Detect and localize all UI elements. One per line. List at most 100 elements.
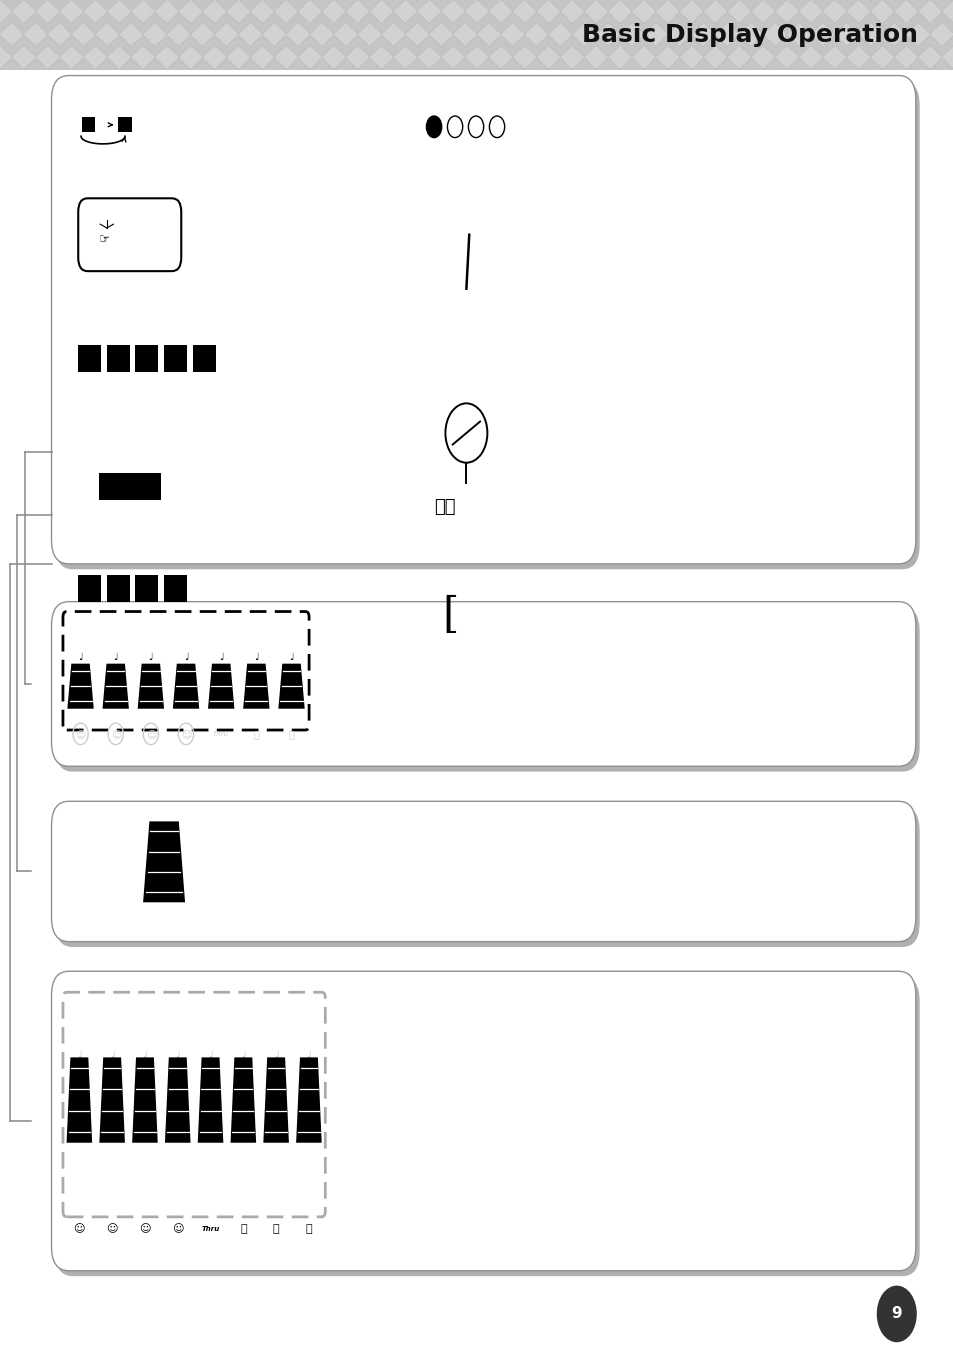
Polygon shape bbox=[941, 46, 953, 69]
Polygon shape bbox=[798, 0, 822, 23]
Polygon shape bbox=[132, 1058, 157, 1143]
Bar bbox=[164, 345, 187, 372]
FancyBboxPatch shape bbox=[51, 602, 915, 766]
Bar bbox=[82, 117, 95, 132]
Polygon shape bbox=[166, 23, 192, 46]
Polygon shape bbox=[250, 0, 274, 23]
Polygon shape bbox=[59, 46, 84, 69]
Text: ☞: ☞ bbox=[99, 233, 111, 247]
Polygon shape bbox=[99, 1058, 125, 1143]
Text: ♩: ♩ bbox=[253, 652, 258, 661]
Polygon shape bbox=[833, 23, 858, 46]
Text: ☺: ☺ bbox=[73, 1224, 85, 1234]
Polygon shape bbox=[845, 46, 870, 69]
Polygon shape bbox=[536, 46, 560, 69]
Text: ☺: ☺ bbox=[111, 728, 121, 739]
Polygon shape bbox=[536, 0, 560, 23]
Polygon shape bbox=[715, 23, 740, 46]
Circle shape bbox=[489, 116, 504, 138]
Polygon shape bbox=[178, 0, 203, 23]
Polygon shape bbox=[202, 0, 227, 23]
Polygon shape bbox=[572, 23, 597, 46]
Polygon shape bbox=[869, 0, 894, 23]
Text: ☺: ☺ bbox=[106, 1224, 118, 1234]
Polygon shape bbox=[369, 46, 394, 69]
Polygon shape bbox=[243, 664, 270, 708]
Polygon shape bbox=[429, 23, 454, 46]
Bar bbox=[135, 345, 158, 372]
Polygon shape bbox=[48, 23, 71, 46]
Polygon shape bbox=[559, 0, 584, 23]
Polygon shape bbox=[226, 0, 251, 23]
Polygon shape bbox=[464, 0, 489, 23]
Text: ☺: ☺ bbox=[181, 728, 191, 739]
Polygon shape bbox=[165, 1058, 191, 1143]
Circle shape bbox=[426, 116, 441, 138]
Polygon shape bbox=[607, 46, 632, 69]
Polygon shape bbox=[904, 23, 930, 46]
Bar bbox=[107, 345, 130, 372]
Polygon shape bbox=[274, 46, 298, 69]
Polygon shape bbox=[68, 664, 93, 708]
Polygon shape bbox=[393, 46, 417, 69]
Polygon shape bbox=[278, 664, 304, 708]
Bar bbox=[78, 345, 101, 372]
Polygon shape bbox=[631, 0, 656, 23]
Polygon shape bbox=[416, 46, 441, 69]
Polygon shape bbox=[231, 1058, 255, 1143]
Polygon shape bbox=[261, 23, 287, 46]
Bar bbox=[135, 575, 158, 602]
Polygon shape bbox=[321, 0, 346, 23]
Text: ✋: ✋ bbox=[305, 1224, 312, 1234]
Text: ☺: ☺ bbox=[139, 1224, 151, 1234]
Text: ☺: ☺ bbox=[172, 1224, 183, 1234]
Polygon shape bbox=[488, 46, 513, 69]
Polygon shape bbox=[857, 23, 882, 46]
Polygon shape bbox=[524, 23, 549, 46]
Polygon shape bbox=[213, 23, 238, 46]
Polygon shape bbox=[702, 0, 727, 23]
Bar bbox=[78, 575, 101, 602]
Polygon shape bbox=[774, 0, 799, 23]
Text: ♩: ♩ bbox=[110, 1050, 114, 1060]
Polygon shape bbox=[583, 0, 608, 23]
Polygon shape bbox=[798, 46, 822, 69]
Polygon shape bbox=[809, 23, 835, 46]
Text: ♩: ♩ bbox=[184, 652, 188, 661]
Polygon shape bbox=[774, 46, 799, 69]
Polygon shape bbox=[131, 46, 155, 69]
Polygon shape bbox=[547, 23, 572, 46]
Polygon shape bbox=[690, 23, 715, 46]
Polygon shape bbox=[321, 46, 346, 69]
Polygon shape bbox=[655, 46, 679, 69]
Polygon shape bbox=[94, 23, 120, 46]
Polygon shape bbox=[297, 0, 322, 23]
Polygon shape bbox=[71, 23, 95, 46]
Text: ♩: ♩ bbox=[78, 652, 83, 661]
Text: ♩: ♩ bbox=[77, 1050, 82, 1060]
Polygon shape bbox=[197, 1058, 223, 1143]
Polygon shape bbox=[309, 23, 335, 46]
Polygon shape bbox=[35, 46, 60, 69]
Polygon shape bbox=[190, 23, 215, 46]
Polygon shape bbox=[172, 664, 199, 708]
Polygon shape bbox=[512, 46, 537, 69]
Polygon shape bbox=[286, 23, 311, 46]
Polygon shape bbox=[67, 1058, 92, 1143]
Polygon shape bbox=[619, 23, 644, 46]
Polygon shape bbox=[208, 664, 234, 708]
Polygon shape bbox=[11, 0, 36, 23]
FancyBboxPatch shape bbox=[55, 81, 919, 569]
Polygon shape bbox=[154, 46, 179, 69]
Polygon shape bbox=[869, 46, 894, 69]
FancyBboxPatch shape bbox=[55, 807, 919, 947]
Polygon shape bbox=[453, 23, 477, 46]
Polygon shape bbox=[821, 46, 846, 69]
Text: ♩: ♩ bbox=[175, 1050, 180, 1060]
Polygon shape bbox=[202, 46, 227, 69]
Polygon shape bbox=[464, 46, 489, 69]
Polygon shape bbox=[559, 46, 584, 69]
Polygon shape bbox=[928, 23, 953, 46]
Polygon shape bbox=[726, 46, 751, 69]
Polygon shape bbox=[917, 46, 942, 69]
